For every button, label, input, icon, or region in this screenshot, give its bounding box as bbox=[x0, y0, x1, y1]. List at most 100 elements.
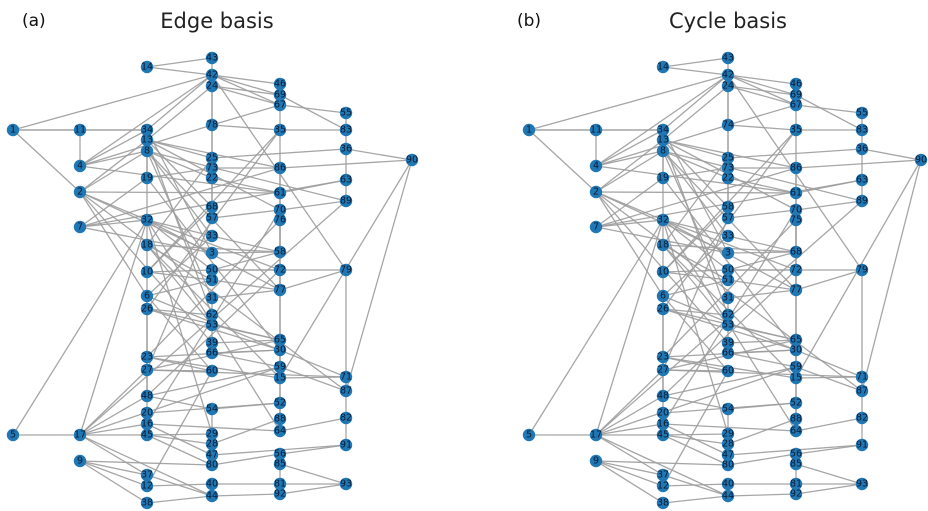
node-label: 32 bbox=[141, 215, 153, 226]
graph-edge bbox=[727, 177, 797, 194]
node-label: 77 bbox=[274, 285, 286, 296]
node-marker bbox=[656, 265, 670, 279]
graph-edge bbox=[211, 85, 281, 96]
graph-edge bbox=[595, 191, 664, 297]
node-marker bbox=[656, 496, 670, 510]
graph-edge bbox=[662, 244, 729, 281]
node-marker bbox=[205, 336, 219, 350]
node-marker bbox=[339, 263, 353, 277]
graph-edge bbox=[211, 251, 281, 254]
graph-node-70: 70 bbox=[273, 203, 287, 217]
graph-edge bbox=[279, 376, 347, 379]
graph-node-50: 50 bbox=[205, 263, 219, 277]
node-label: 26 bbox=[657, 304, 669, 315]
graph-node-36: 36 bbox=[339, 142, 353, 156]
graph-node-26: 26 bbox=[656, 302, 670, 316]
node-marker bbox=[273, 412, 287, 426]
graph-edge bbox=[79, 150, 148, 193]
node-marker bbox=[339, 123, 353, 137]
graph-edge bbox=[79, 191, 281, 194]
node-label: 13 bbox=[657, 135, 669, 146]
graph-node-23: 23 bbox=[140, 350, 154, 364]
node-label: 22 bbox=[722, 173, 734, 184]
graph-edge bbox=[146, 308, 213, 316]
node-label: 59 bbox=[274, 362, 286, 373]
graph-node-70: 70 bbox=[789, 203, 803, 217]
graph-edge bbox=[528, 74, 729, 131]
graph-edge bbox=[727, 85, 797, 106]
node-marker bbox=[855, 370, 869, 384]
graph-edge bbox=[79, 460, 148, 476]
graph-edge bbox=[727, 349, 797, 354]
graph-node-74: 74 bbox=[721, 118, 735, 132]
node-label: 34 bbox=[141, 125, 153, 136]
node-marker bbox=[789, 88, 803, 102]
node-label: 70 bbox=[790, 205, 802, 216]
node-label: 57 bbox=[206, 213, 218, 224]
node-marker bbox=[855, 123, 869, 137]
node-label: 38 bbox=[141, 498, 153, 509]
node-marker bbox=[339, 411, 353, 425]
node-marker bbox=[589, 123, 603, 137]
graph-node-14: 14 bbox=[140, 60, 154, 74]
node-marker bbox=[140, 123, 154, 137]
node-label: 89 bbox=[856, 196, 868, 207]
node-label: 61 bbox=[790, 188, 802, 199]
graph-node-40: 40 bbox=[205, 477, 219, 491]
node-marker bbox=[656, 144, 670, 158]
graph-node-77: 77 bbox=[273, 283, 287, 297]
graph-node-88: 88 bbox=[273, 412, 287, 426]
node-marker bbox=[205, 273, 219, 287]
node-label: 5 bbox=[526, 430, 532, 441]
graph-edge bbox=[146, 219, 281, 358]
graph-node-66: 66 bbox=[205, 346, 219, 360]
graph-edge bbox=[79, 434, 213, 497]
node-marker bbox=[721, 79, 735, 93]
graph-edge bbox=[146, 483, 213, 487]
node-marker bbox=[205, 427, 219, 441]
graph-edge bbox=[279, 483, 347, 495]
node-label: 20 bbox=[657, 408, 669, 419]
graph-node-69: 69 bbox=[789, 88, 803, 102]
node-label: 66 bbox=[722, 348, 734, 359]
graph-edge bbox=[795, 200, 863, 211]
node-marker bbox=[205, 151, 219, 165]
node-label: 1 bbox=[10, 125, 16, 136]
graph-edge bbox=[211, 74, 281, 85]
graph-edge bbox=[279, 200, 347, 211]
node-marker bbox=[205, 161, 219, 175]
node-label: 19 bbox=[657, 173, 669, 184]
node-label: 1 bbox=[526, 125, 532, 136]
graph-node-30: 30 bbox=[789, 343, 803, 357]
node-label: 61 bbox=[274, 188, 286, 199]
node-marker bbox=[205, 402, 219, 416]
graph-edge bbox=[662, 167, 729, 179]
node-label: 12 bbox=[141, 481, 153, 492]
graph-edge bbox=[211, 209, 281, 219]
graph-edge bbox=[79, 219, 148, 228]
node-label: 26 bbox=[141, 304, 153, 315]
graph-edge bbox=[211, 289, 281, 299]
graph-node-56: 56 bbox=[273, 447, 287, 461]
node-marker bbox=[73, 185, 87, 199]
node-label: 62 bbox=[206, 310, 218, 321]
graph-edge bbox=[146, 395, 213, 410]
node-marker bbox=[656, 363, 670, 377]
graph-edge bbox=[595, 434, 664, 476]
node-label: 15 bbox=[274, 373, 286, 384]
graph-edge bbox=[595, 177, 664, 228]
node-label: 38 bbox=[657, 498, 669, 509]
graph-node-45: 45 bbox=[140, 428, 154, 442]
graph-edge bbox=[211, 74, 281, 96]
graph-node-22: 22 bbox=[721, 171, 735, 185]
node-label: 33 bbox=[722, 231, 734, 242]
node-marker bbox=[339, 370, 353, 384]
node-label: 85 bbox=[274, 459, 286, 470]
graph-node-19: 19 bbox=[656, 171, 670, 185]
graph-edge bbox=[727, 279, 797, 291]
graph-node-11: 11 bbox=[73, 123, 87, 137]
graph-node-92: 92 bbox=[789, 487, 803, 501]
graph-node-47: 47 bbox=[205, 448, 219, 462]
node-marker bbox=[721, 229, 735, 243]
